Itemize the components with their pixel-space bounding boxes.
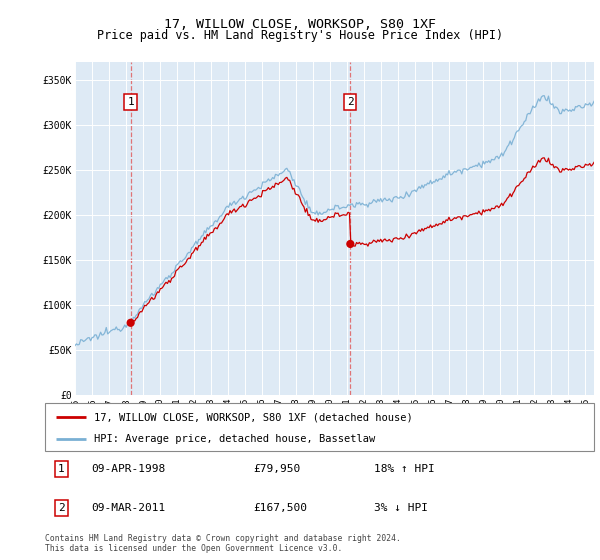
Text: 09-MAR-2011: 09-MAR-2011 — [92, 503, 166, 513]
Text: Contains HM Land Registry data © Crown copyright and database right 2024.
This d: Contains HM Land Registry data © Crown c… — [45, 534, 401, 553]
Text: £79,950: £79,950 — [254, 464, 301, 474]
Text: 09-APR-1998: 09-APR-1998 — [92, 464, 166, 474]
Text: 2: 2 — [347, 97, 354, 107]
Text: 1: 1 — [58, 464, 65, 474]
Text: 17, WILLOW CLOSE, WORKSOP, S80 1XF (detached house): 17, WILLOW CLOSE, WORKSOP, S80 1XF (deta… — [94, 413, 413, 422]
Text: 1: 1 — [127, 97, 134, 107]
Text: £167,500: £167,500 — [254, 503, 308, 513]
Text: HPI: Average price, detached house, Bassetlaw: HPI: Average price, detached house, Bass… — [94, 434, 376, 444]
Text: 2: 2 — [58, 503, 65, 513]
Text: 3% ↓ HPI: 3% ↓ HPI — [374, 503, 428, 513]
Point — [346, 240, 355, 249]
FancyBboxPatch shape — [45, 403, 594, 451]
Text: 18% ↑ HPI: 18% ↑ HPI — [374, 464, 435, 474]
Text: Price paid vs. HM Land Registry's House Price Index (HPI): Price paid vs. HM Land Registry's House … — [97, 29, 503, 42]
Point — [126, 318, 136, 327]
Text: 17, WILLOW CLOSE, WORKSOP, S80 1XF: 17, WILLOW CLOSE, WORKSOP, S80 1XF — [164, 18, 436, 31]
